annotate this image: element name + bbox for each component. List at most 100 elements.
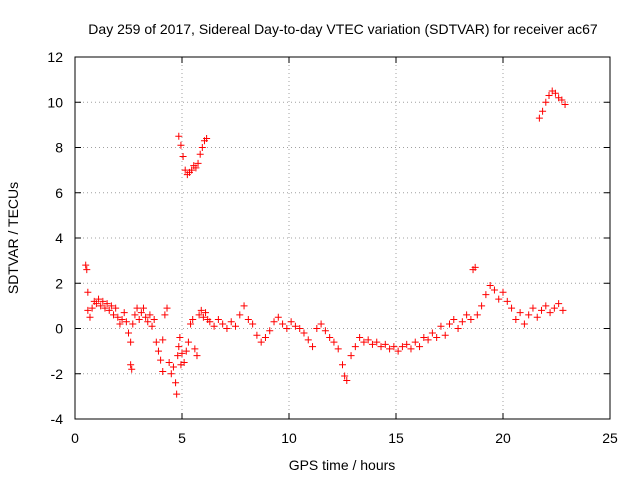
data-point bbox=[482, 291, 490, 299]
data-point bbox=[364, 336, 372, 344]
data-point bbox=[274, 313, 282, 321]
data-point bbox=[360, 338, 368, 346]
data-point bbox=[555, 300, 563, 308]
data-series bbox=[82, 87, 569, 398]
data-point bbox=[219, 320, 227, 328]
x-tick-label: 25 bbox=[602, 430, 618, 446]
data-point bbox=[232, 322, 239, 330]
data-point bbox=[86, 313, 94, 321]
data-point bbox=[351, 343, 359, 351]
data-point bbox=[266, 327, 274, 335]
y-tick-label: 2 bbox=[55, 275, 63, 291]
data-point bbox=[398, 343, 406, 351]
data-point bbox=[139, 304, 147, 312]
data-point bbox=[341, 372, 349, 380]
data-point bbox=[82, 261, 90, 269]
y-tick-label: -2 bbox=[51, 366, 64, 382]
data-point bbox=[196, 150, 204, 158]
data-point bbox=[92, 300, 100, 308]
data-point bbox=[175, 132, 183, 140]
data-point bbox=[416, 343, 424, 351]
data-point bbox=[165, 358, 173, 366]
data-point bbox=[179, 153, 187, 161]
data-point bbox=[118, 315, 126, 323]
data-point bbox=[122, 318, 130, 326]
data-point bbox=[144, 318, 152, 326]
data-point bbox=[105, 306, 113, 314]
data-point bbox=[304, 336, 312, 344]
data-point bbox=[159, 336, 167, 344]
data-point bbox=[394, 347, 402, 355]
data-point bbox=[146, 311, 154, 319]
data-point bbox=[127, 361, 135, 369]
data-point bbox=[150, 315, 158, 323]
data-point bbox=[317, 320, 325, 328]
data-point bbox=[180, 358, 188, 366]
data-point bbox=[97, 302, 105, 310]
data-point bbox=[181, 166, 189, 174]
x-tick-label: 0 bbox=[71, 430, 79, 446]
data-point bbox=[343, 377, 351, 385]
data-point bbox=[450, 315, 458, 323]
data-point bbox=[131, 311, 139, 319]
data-point bbox=[463, 311, 471, 319]
y-tick-label: 12 bbox=[47, 49, 63, 65]
data-point bbox=[194, 159, 202, 167]
data-point bbox=[386, 345, 394, 353]
data-point bbox=[169, 363, 177, 371]
data-point bbox=[176, 334, 184, 342]
data-point bbox=[261, 334, 269, 342]
y-tick-label: -4 bbox=[51, 411, 64, 427]
grid bbox=[75, 57, 610, 419]
data-point bbox=[154, 347, 162, 355]
data-point bbox=[128, 365, 136, 373]
data-point bbox=[110, 311, 118, 319]
data-point bbox=[467, 315, 475, 323]
x-tick-label: 5 bbox=[178, 430, 186, 446]
data-point bbox=[101, 304, 109, 312]
data-point bbox=[135, 315, 143, 323]
data-point bbox=[240, 302, 248, 310]
data-point bbox=[175, 343, 183, 351]
data-point bbox=[458, 318, 466, 326]
data-point bbox=[339, 361, 346, 369]
data-point bbox=[173, 390, 181, 398]
data-point bbox=[542, 302, 550, 310]
data-point bbox=[253, 331, 261, 339]
data-point bbox=[172, 379, 180, 387]
data-point bbox=[446, 320, 453, 328]
data-point bbox=[478, 302, 486, 310]
data-point bbox=[347, 352, 355, 360]
data-point bbox=[377, 343, 385, 351]
data-point bbox=[539, 107, 547, 115]
data-point bbox=[490, 286, 498, 294]
data-point bbox=[508, 304, 516, 312]
data-point bbox=[330, 338, 338, 346]
y-tick-label: 8 bbox=[55, 140, 63, 156]
data-point bbox=[184, 338, 192, 346]
y-tick-label: 0 bbox=[55, 321, 63, 337]
data-point bbox=[188, 166, 196, 174]
data-point bbox=[103, 300, 111, 308]
data-point bbox=[174, 352, 182, 360]
data-point bbox=[424, 336, 432, 344]
plot-border bbox=[74, 56, 611, 420]
data-point bbox=[373, 338, 381, 346]
data-point bbox=[291, 322, 299, 330]
data-point bbox=[159, 367, 167, 375]
data-point bbox=[120, 309, 128, 317]
data-point bbox=[137, 309, 145, 317]
data-point bbox=[157, 356, 165, 364]
data-point bbox=[437, 322, 445, 330]
y-tick-label: 10 bbox=[47, 94, 63, 110]
data-point bbox=[486, 282, 494, 290]
data-point bbox=[441, 331, 449, 339]
data-point bbox=[99, 297, 107, 305]
data-point bbox=[356, 334, 364, 342]
data-point bbox=[407, 345, 415, 353]
data-point bbox=[193, 352, 201, 360]
data-point bbox=[182, 347, 190, 355]
data-point bbox=[152, 338, 160, 346]
data-point bbox=[127, 338, 135, 346]
